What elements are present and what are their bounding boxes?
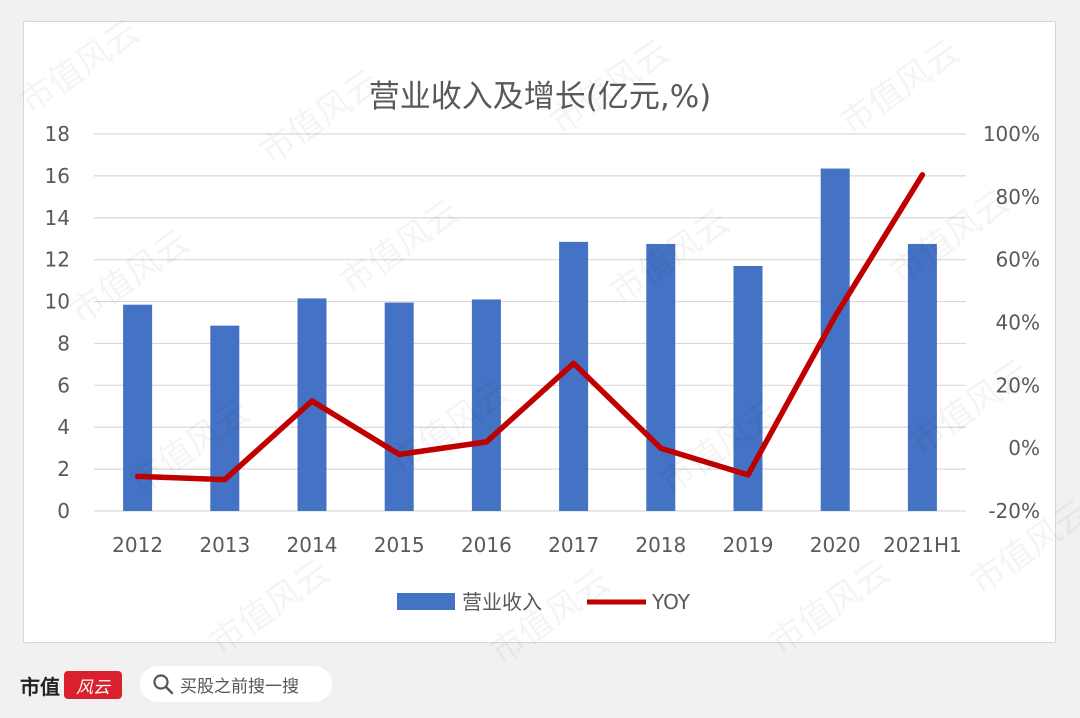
- right-axis-ticks: -20% 0% 20% 40% 60% 80% 100%: [983, 122, 1040, 523]
- legend-label-revenue: 营业收入: [462, 590, 542, 614]
- left-tick-label: 0: [57, 499, 70, 523]
- x-tick-label: 2012: [112, 533, 163, 557]
- x-tick-label: 2013: [199, 533, 250, 557]
- chart-title: 营业收入及增长(亿元,%): [369, 79, 712, 115]
- search-box[interactable]: 买股之前搜一搜: [140, 666, 332, 702]
- line-series: [134, 172, 926, 483]
- search-placeholder: 买股之前搜一搜: [180, 676, 299, 697]
- bar-2013: [210, 325, 240, 511]
- right-tick-label: 60%: [996, 248, 1040, 272]
- x-tick-label: 2017: [548, 533, 599, 557]
- search-icon: [153, 674, 174, 695]
- legend-label-yoy: YOY: [651, 590, 691, 614]
- left-tick-label: 18: [45, 122, 70, 146]
- x-axis-ticks: 2012 2013 2014 2015 2016 2017 2018 2019 2020 2021…: [112, 533, 962, 557]
- legend: 营业收入 YOY: [397, 590, 691, 614]
- left-tick-label: 6: [57, 373, 70, 397]
- bar-2018: [646, 243, 676, 512]
- right-tick-label: 40%: [996, 311, 1040, 335]
- x-tick-label: 2018: [635, 533, 686, 557]
- left-axis-ticks: 0 2 4 6 8 10 12 14 16 18: [45, 122, 70, 523]
- left-tick-label: 8: [57, 331, 70, 355]
- left-tick-label: 12: [45, 248, 70, 272]
- bar-2021H1: [907, 243, 937, 512]
- legend-swatch-revenue: [397, 593, 455, 610]
- x-tick-label: 2020: [810, 533, 861, 557]
- right-tick-label: 0%: [1008, 436, 1040, 460]
- footer-bar: 市值 风云 买股之前搜一搜: [0, 652, 1080, 718]
- x-tick-label: 2014: [287, 533, 338, 557]
- chart-card: 营业收入及增长(亿元,%) 0 2 4 6 8 10 12 14 16 18 -20% 0% 20% 4…: [23, 21, 1056, 643]
- right-tick-label: 80%: [996, 185, 1040, 209]
- bar-2012: [123, 304, 153, 511]
- left-tick-label: 16: [45, 164, 70, 188]
- bar-2016: [471, 299, 501, 511]
- brand-name: 市值: [20, 674, 60, 699]
- left-tick-label: 10: [45, 290, 70, 314]
- left-tick-label: 4: [57, 415, 70, 439]
- right-tick-label: -20%: [988, 499, 1040, 523]
- right-tick-label: 20%: [996, 373, 1040, 397]
- x-tick-label: 2019: [723, 533, 774, 557]
- bar-2020: [820, 168, 850, 511]
- chart-svg: 营业收入及增长(亿元,%) 0 2 4 6 8 10 12 14 16 18 -20% 0% 20% 4…: [45, 79, 1040, 614]
- right-tick-label: 100%: [983, 122, 1040, 146]
- x-tick-label: 2016: [461, 533, 512, 557]
- bar-2015: [384, 302, 414, 511]
- brand[interactable]: 市值 风云: [20, 668, 122, 702]
- yoy-line: [134, 172, 926, 483]
- x-tick-label: 2015: [374, 533, 425, 557]
- left-tick-label: 14: [45, 206, 70, 230]
- x-tick-label: 2021H1: [883, 533, 962, 557]
- left-tick-label: 2: [57, 457, 70, 481]
- brand-logo: 风云: [64, 671, 122, 699]
